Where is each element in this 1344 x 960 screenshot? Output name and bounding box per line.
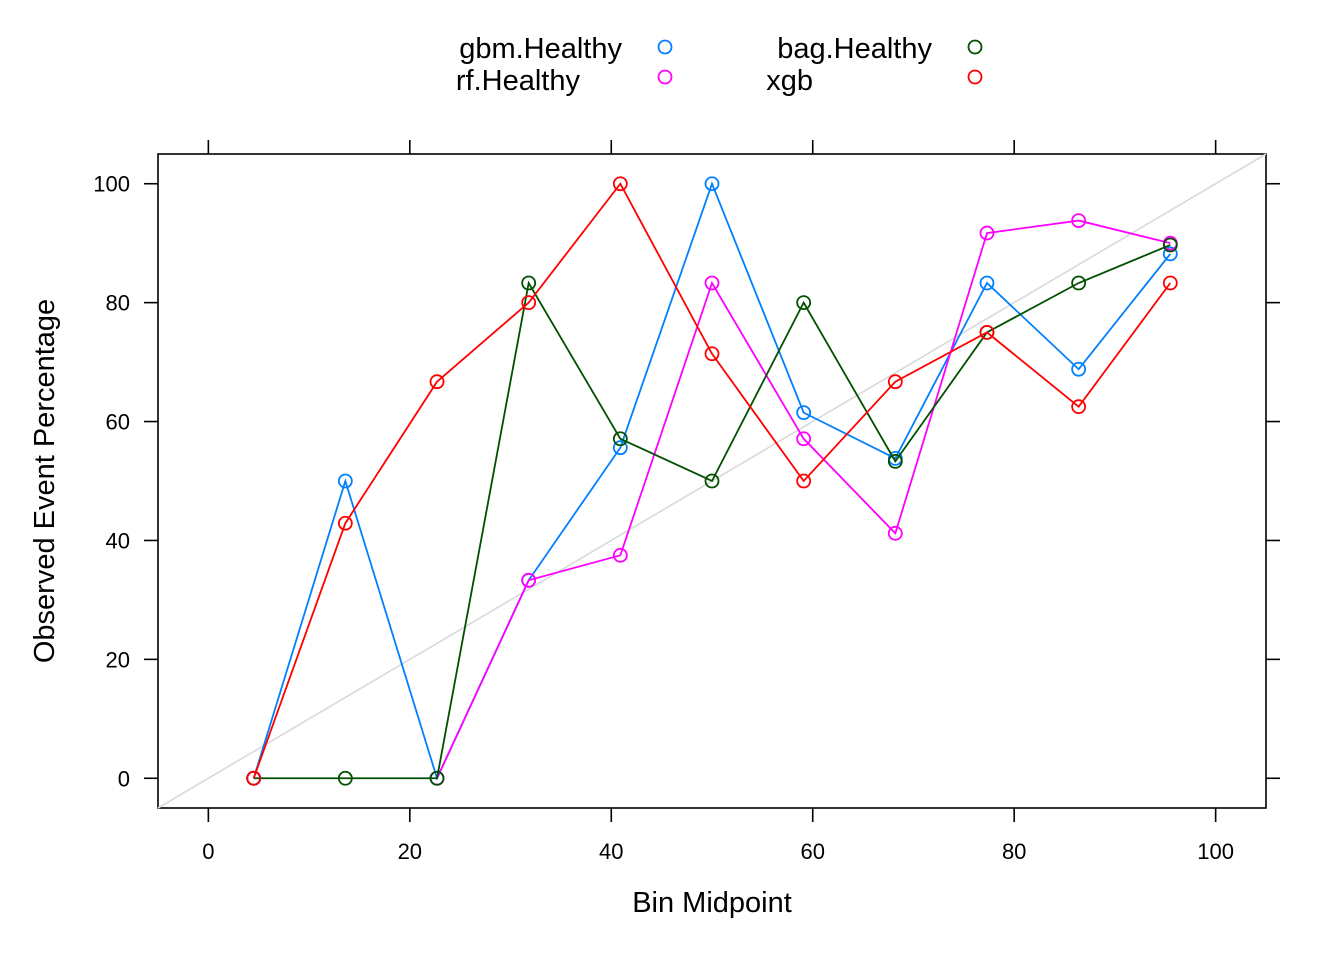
series-line (253, 244, 1171, 780)
data-point (1071, 213, 1087, 228)
series-line (252, 181, 1172, 781)
data-point (612, 176, 628, 192)
data-point (1162, 275, 1178, 291)
legend-marker (967, 69, 983, 85)
data-point (429, 770, 445, 786)
data-point (979, 324, 995, 340)
data-point (704, 176, 720, 192)
y-tick-label: 80 (106, 291, 130, 316)
y-axis-label: Observed Event Percentage (29, 299, 61, 663)
data-point (796, 431, 812, 447)
data-point (979, 225, 995, 241)
x-tick-label: 100 (1197, 839, 1234, 864)
series-gbm.Healthy (246, 176, 1178, 786)
axes: 0 20 40 60 80 100 0 20 40 60 80 100 (93, 140, 1280, 864)
legend-label: gbm.Healthy (459, 33, 622, 65)
data-point (887, 525, 903, 541)
series-rf.Healthy (246, 213, 1178, 786)
data-point (979, 275, 995, 291)
data-point (521, 295, 537, 311)
data-point (246, 770, 262, 786)
legend-marker (657, 39, 673, 55)
data-point (1162, 246, 1178, 262)
data-point (887, 374, 903, 390)
x-tick-label: 60 (800, 839, 824, 864)
data-point (1071, 399, 1087, 415)
data-point (704, 346, 720, 362)
y-tick-label: 0 (118, 766, 130, 791)
data-point (1162, 237, 1178, 253)
series-line (436, 219, 1171, 779)
y-tick-label: 60 (106, 410, 130, 435)
data-point (796, 473, 812, 489)
data-point (521, 275, 537, 291)
legend-label: rf.Healthy (456, 65, 581, 97)
legend-label: xgb (766, 65, 813, 97)
data-point (704, 473, 720, 489)
y-tick-label: 40 (106, 528, 130, 553)
plot-frame (157, 153, 1267, 809)
data-point (337, 515, 353, 531)
data-point (337, 770, 353, 786)
legend-marker (657, 69, 673, 85)
y-tick-label: 100 (93, 172, 130, 197)
data-point (521, 572, 537, 588)
data-point (429, 374, 445, 390)
legend-label: bag.Healthy (777, 33, 932, 65)
data-point (612, 431, 628, 447)
legend-marker (967, 39, 983, 55)
data-point (887, 453, 903, 469)
data-point (1071, 361, 1087, 377)
x-axis-label: Bin Midpoint (632, 887, 792, 919)
series-line (252, 182, 1172, 779)
data-point (704, 275, 720, 291)
x-tick-label: 0 (202, 839, 214, 864)
data-point (612, 547, 628, 563)
x-tick-label: 20 (398, 839, 422, 864)
series-xgb (246, 176, 1178, 786)
x-tick-label: 80 (1002, 839, 1026, 864)
y-tick-label: 20 (106, 647, 130, 672)
data-point (796, 295, 812, 311)
data-point (1071, 275, 1087, 291)
plot-area (157, 153, 1267, 809)
data-point (612, 440, 628, 456)
series-bag.Healthy (246, 237, 1178, 786)
x-tick-label: 40 (599, 839, 623, 864)
data-point (337, 473, 353, 489)
data-point (796, 405, 812, 421)
